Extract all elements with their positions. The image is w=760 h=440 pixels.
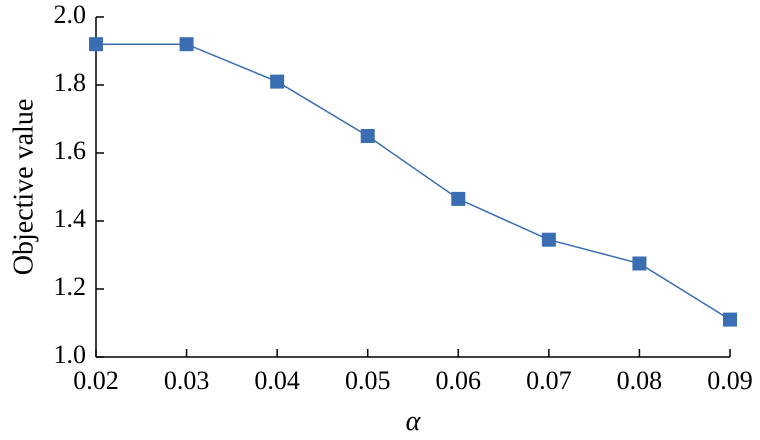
data-point-marker xyxy=(360,129,375,143)
y-ticks: 1.0 1.2 1.4 1.6 1.8 2.0 xyxy=(54,0,104,369)
x-axis-label: α xyxy=(406,406,422,437)
x-tick-label: 0.04 xyxy=(254,366,300,395)
y-tick-label: 2.0 xyxy=(54,0,87,29)
y-tick-label: 1.4 xyxy=(54,204,87,233)
x-axis: 0.02 0.03 0.04 0.05 0.06 0.07 0.08 0.09 xyxy=(73,349,753,395)
y-axis-label: Objective value xyxy=(8,99,39,275)
data-point-marker xyxy=(723,312,737,327)
y-tick-label: 1.6 xyxy=(54,136,87,165)
data-point-marker xyxy=(270,74,285,89)
series-line xyxy=(96,43,731,321)
y-axis: 1.0 1.2 1.4 1.6 1.8 2.0 xyxy=(54,0,104,369)
x-ticks: 0.02 0.03 0.04 0.05 0.06 0.07 0.08 0.09 xyxy=(73,349,753,395)
data-point-marker xyxy=(179,37,194,52)
y-tick-label: 1.8 xyxy=(54,68,87,97)
data-point-marker xyxy=(451,191,466,206)
data-point-marker xyxy=(89,37,103,52)
x-tick-label: 0.06 xyxy=(436,366,482,395)
x-tick-label: 0.03 xyxy=(164,366,210,395)
x-tick-label: 0.09 xyxy=(707,366,753,395)
y-tick-label: 1.2 xyxy=(54,272,87,301)
x-tick-label: 0.07 xyxy=(526,366,572,395)
series-layer xyxy=(89,37,737,327)
x-tick-label: 0.02 xyxy=(73,366,119,395)
data-point-marker xyxy=(632,256,647,271)
x-tick-label: 0.08 xyxy=(617,366,663,395)
x-tick-label: 0.05 xyxy=(345,366,391,395)
y-tick-label: 1.0 xyxy=(54,340,87,369)
data-point-marker xyxy=(541,232,556,247)
